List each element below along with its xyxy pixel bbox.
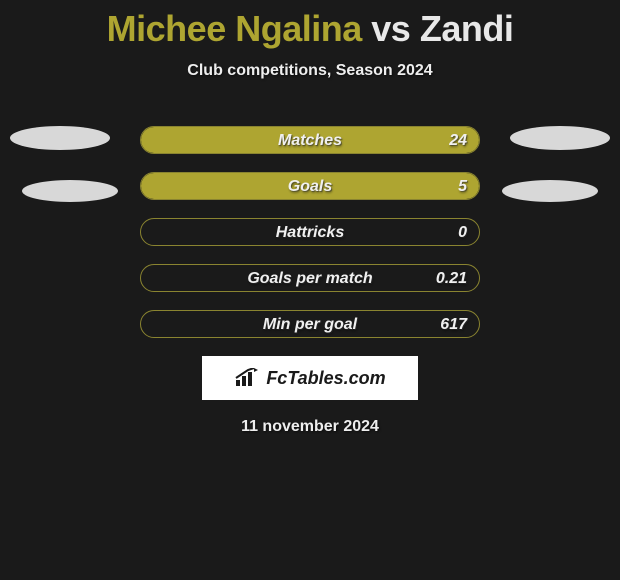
date-label: 11 november 2024 [0,418,620,436]
stat-row: Min per goal 617 [140,310,480,338]
player1-name: Michee Ngalina [107,8,362,49]
stat-row: Goals 5 [140,172,480,200]
player2-name: Zandi [420,8,514,49]
page-title: Michee Ngalina vs Zandi [0,0,620,50]
brand-text: FcTables.com [266,368,385,389]
player2-badge-row2 [502,180,598,202]
bar-chart-icon [234,368,260,388]
stat-row: Matches 24 [140,126,480,154]
stat-label: Goals per match [141,265,479,291]
stat-value: 5 [458,173,467,199]
stat-value: 0.21 [436,265,467,291]
subtitle: Club competitions, Season 2024 [0,62,620,80]
vs-separator: vs [371,8,410,49]
brand-box: FcTables.com [202,356,418,400]
stat-value: 0 [458,219,467,245]
player2-badge-row1 [510,126,610,150]
comparison-infographic: Michee Ngalina vs Zandi Club competition… [0,0,620,580]
stat-row: Goals per match 0.21 [140,264,480,292]
stats-chart: Matches 24 Goals 5 Hattricks 0 Goals per… [0,126,620,338]
stat-value: 617 [440,311,467,337]
player1-badge-row1 [10,126,110,150]
stat-row: Hattricks 0 [140,218,480,246]
stat-label: Hattricks [141,219,479,245]
stat-label: Min per goal [141,311,479,337]
stat-value: 24 [449,127,467,153]
stat-label: Goals [141,173,479,199]
stat-label: Matches [141,127,479,153]
player1-badge-row2 [22,180,118,202]
